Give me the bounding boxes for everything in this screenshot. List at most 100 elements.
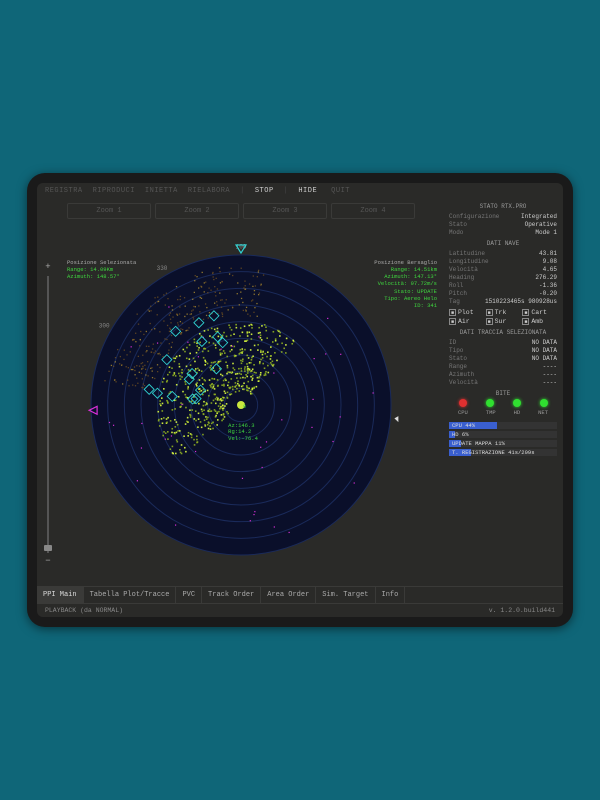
zoom-in-icon[interactable]: + <box>45 263 50 272</box>
checkbox-label: Plot <box>458 309 474 316</box>
azimuth-value: Azimuth: 148.57° <box>67 273 136 280</box>
nave-row: Tag 1510223465s 980928us <box>449 297 557 305</box>
checkbox-icon: ■ <box>486 318 493 325</box>
traccia-row: Azimuth---- <box>449 370 557 378</box>
selected-position-overlay: Posizione Selezionata Range: 14.09Km Azi… <box>67 259 136 280</box>
checkbox-icon: ■ <box>449 318 456 325</box>
azimuth-value: Azimuth: 147.13° <box>374 273 437 280</box>
filter-plot[interactable]: ■Plot <box>449 309 484 316</box>
range-slider[interactable]: + − <box>43 263 53 566</box>
menu-registra[interactable]: REGISTRA <box>45 187 83 195</box>
svg-text:330: 330 <box>157 264 168 271</box>
main-row: Zoom 1 Zoom 2 Zoom 3 Zoom 4 + − 10030033… <box>37 199 563 586</box>
target-position-overlay: Posizione Bersaglio Range: 14.51km Azimu… <box>374 259 437 309</box>
menu-inietta[interactable]: INIETTA <box>145 187 178 195</box>
key: Latitudine <box>449 250 485 257</box>
filter-air[interactable]: ■Air <box>449 318 484 325</box>
tab-info[interactable]: Info <box>376 587 406 603</box>
zoom-tab-1[interactable]: Zoom 1 <box>67 203 151 219</box>
tab-ppi-main[interactable]: PPI Main <box>37 587 84 603</box>
key: Roll <box>449 282 463 289</box>
slider-track[interactable] <box>47 276 49 553</box>
zoom-tab-4[interactable]: Zoom 4 <box>331 203 415 219</box>
checkbox-icon: ■ <box>449 309 456 316</box>
version-label: v. 1.2.0.build441 <box>489 607 555 614</box>
filter-cart[interactable]: ■Cart <box>522 309 557 316</box>
menu-stop[interactable]: STOP <box>255 187 274 195</box>
zoom-out-icon[interactable]: − <box>45 557 50 566</box>
led-cpu <box>459 399 467 407</box>
zoom-tabs: Zoom 1 Zoom 2 Zoom 3 Zoom 4 <box>37 199 445 223</box>
tab-area-order[interactable]: Area Order <box>261 587 316 603</box>
value: 1510223465s 980928us <box>485 298 557 305</box>
key: Stato <box>449 221 467 228</box>
filter-amb[interactable]: ■Amb <box>522 318 557 325</box>
checkbox-label: Trk <box>495 309 507 316</box>
led-tmp <box>486 399 494 407</box>
led-label: HD <box>514 409 521 416</box>
value: Mode 1 <box>535 229 557 236</box>
menu-quit[interactable]: QUIT <box>331 187 350 195</box>
key: ID <box>449 339 456 346</box>
tab-track-order[interactable]: Track Order <box>202 587 261 603</box>
filter-trk[interactable]: ■Trk <box>486 309 521 316</box>
value: 43.81 <box>539 250 557 257</box>
traccia-row: ID NO DATA <box>449 338 557 346</box>
traccia-row: TipoNO DATA <box>449 346 557 354</box>
usage-bar: T. REGISTRAZIONE 41s/209s <box>449 449 557 456</box>
nave-row: Roll-1.36 <box>449 281 557 289</box>
led-hd <box>513 399 521 407</box>
status-bar: PLAYBACK (da NORMAL) v. 1.2.0.build441 <box>37 603 563 617</box>
traccia-row: StatoNO DATA <box>449 354 557 362</box>
menu-rielabora[interactable]: RIELABORA <box>188 187 230 195</box>
key: Pitch <box>449 290 467 297</box>
checkbox-label: Cart <box>531 309 547 316</box>
zoom-tab-2[interactable]: Zoom 2 <box>155 203 239 219</box>
panel-title: STATO RTX.PRO <box>449 203 557 210</box>
value: NO DATA <box>532 347 557 354</box>
usage-bars: CPU 44% HD 6% UPDATE MAPPA 11% T. REGISTRAZ… <box>449 420 557 458</box>
value: 4.65 <box>543 266 557 273</box>
key: Stato <box>449 355 467 362</box>
menu-hide[interactable]: HIDE <box>298 187 317 195</box>
checkbox-icon: ■ <box>522 318 529 325</box>
value: NO DATA <box>532 339 557 346</box>
tab-tabella-plot-tracce[interactable]: Tabella Plot/Tracce <box>84 587 177 603</box>
traccia-row: Velocità---- <box>449 378 557 386</box>
range-value: Range: 14.51km <box>374 266 437 273</box>
usage-bar: HD 6% <box>449 431 557 438</box>
bar-label: HD 6% <box>449 431 469 438</box>
key: Configurazione <box>449 213 499 220</box>
led-net <box>540 399 548 407</box>
value: -0.20 <box>539 290 557 297</box>
tab-pvc[interactable]: PVC <box>176 587 202 603</box>
key: Longitudine <box>449 258 489 265</box>
separator: | <box>284 187 289 195</box>
led-label: CPU <box>458 409 468 416</box>
rtx-row: StatoOperative <box>449 220 557 228</box>
menu-riproduci[interactable]: RIPRODUCI <box>93 187 135 195</box>
display-filters: ■Plot■Trk■Cart■Air■Sur■Amb <box>449 309 557 325</box>
nave-row: Heading276.29 <box>449 273 557 281</box>
led-label: TMP <box>486 409 496 416</box>
slider-thumb[interactable] <box>44 545 52 551</box>
tab-sim-target[interactable]: Sim. Target <box>316 587 375 603</box>
key: Tag <box>449 298 460 305</box>
key: Velocità <box>449 379 478 386</box>
bar-label: UPDATE MAPPA 11% <box>449 440 505 447</box>
range-value: Range: 14.09Km <box>67 266 136 273</box>
key: Azimuth <box>449 371 474 378</box>
radar-display[interactable]: + − 1003003300 Posizione Selezionata Ran… <box>37 223 445 586</box>
bar-label: CPU 44% <box>449 422 475 429</box>
panel-title: BITE <box>449 390 557 397</box>
track-data-panel: DATI TRACCIA SELEZIONATA IDNO DATATipoNO… <box>449 329 557 386</box>
zoom-tab-3[interactable]: Zoom 3 <box>243 203 327 219</box>
filter-sur[interactable]: ■Sur <box>486 318 521 325</box>
key: Range <box>449 363 467 370</box>
value: ---- <box>543 363 557 370</box>
nave-row: Longitudine9.08 <box>449 257 557 265</box>
key: Velocità <box>449 266 478 273</box>
menubar: REGISTRA RIPRODUCI INIETTA RIELABORA | S… <box>37 183 563 199</box>
value: Integrated <box>521 213 557 220</box>
id-value: ID: 341 <box>374 302 437 309</box>
